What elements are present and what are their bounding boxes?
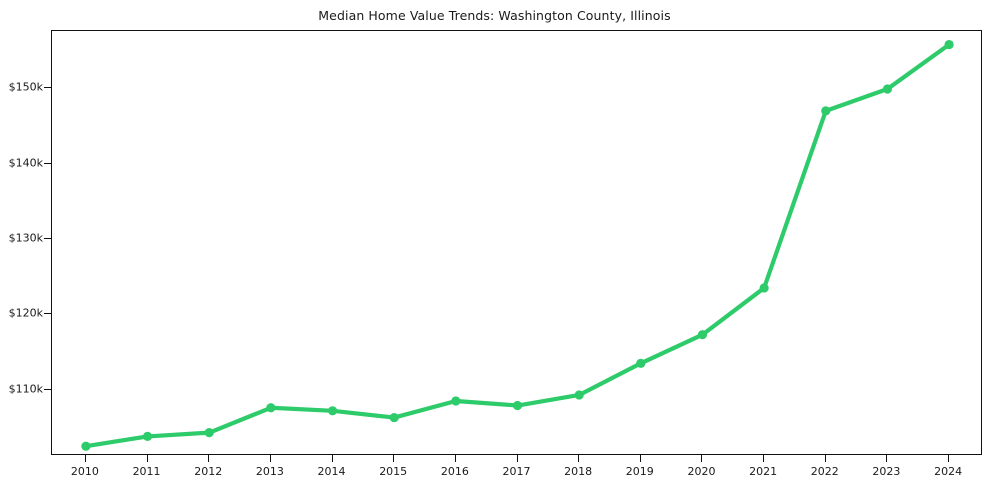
x-axis-tick-mark [886,455,888,462]
x-axis-tick-label: 2014 [317,465,346,478]
data-point [636,358,646,368]
data-point [266,403,276,413]
data-point [389,412,399,423]
x-axis-tick-label: 2010 [70,465,99,478]
plot-area [51,30,982,455]
x-axis-tick-label: 2015 [379,465,408,478]
x-axis-tick-mark [331,455,333,462]
x-axis-tick-label: 2017 [502,465,531,478]
data-point [512,400,523,411]
y-axis-tick-label: $140k [8,156,43,170]
x-axis-tick-mark [763,455,765,462]
y-axis-tick-mark [44,237,51,239]
x-axis-tick-mark [701,455,703,462]
x-axis-tick-label: 2021 [749,465,778,478]
y-axis-tick-label: $110k [8,382,43,396]
data-point [204,428,214,438]
x-axis-tick-label: 2012 [194,465,223,478]
data-point [142,431,153,442]
data-point [81,441,91,451]
x-axis-tick-mark [454,455,456,462]
y-axis-tick-mark [44,162,51,164]
chart-title: Median Home Value Trends: Washington Cou… [318,8,671,23]
x-axis-tick-label: 2013 [255,465,284,478]
data-point [574,390,584,400]
x-axis-tick-label: 2024 [934,465,963,478]
data-point [821,106,831,116]
y-axis-tick-mark [44,313,51,315]
data-point-markers [81,39,954,451]
x-axis-tick-label: 2011 [132,465,161,478]
data-line [83,42,952,449]
data-point [697,330,708,340]
y-axis-tick-label: $120k [8,306,43,320]
data-point [327,406,338,416]
x-axis-tick-mark [208,455,210,462]
x-axis-tick-mark [639,455,641,462]
x-axis-tick-mark [84,455,86,462]
data-point [451,396,461,406]
data-point [882,84,893,94]
line-chart-svg [81,39,954,451]
x-axis-tick-label: 2016 [440,465,469,478]
y-axis-tick-label: $150k [8,80,43,94]
y-axis-tick-mark [44,87,51,89]
x-axis-tick-label: 2022 [810,465,839,478]
x-axis-tick-mark [578,455,580,462]
x-axis-tick-mark [824,455,826,462]
data-point [759,283,769,293]
y-axis-tick-labels: $110k $120k $130k $140k $150k [0,0,43,490]
data-point [944,39,954,50]
x-axis-tick-mark [269,455,271,462]
y-axis-tick-label: $130k [8,231,43,245]
x-axis-tick-label: 2020 [687,465,716,478]
x-axis-tick-label: 2019 [625,465,654,478]
x-axis-tick-mark [393,455,395,462]
x-axis-tick-mark [146,455,148,462]
x-axis-tick-mark [516,455,518,462]
x-axis-tick-label: 2023 [872,465,901,478]
y-axis-tick-mark [44,388,51,390]
x-axis-tick-mark [948,455,950,462]
x-axis-tick-label: 2018 [564,465,593,478]
